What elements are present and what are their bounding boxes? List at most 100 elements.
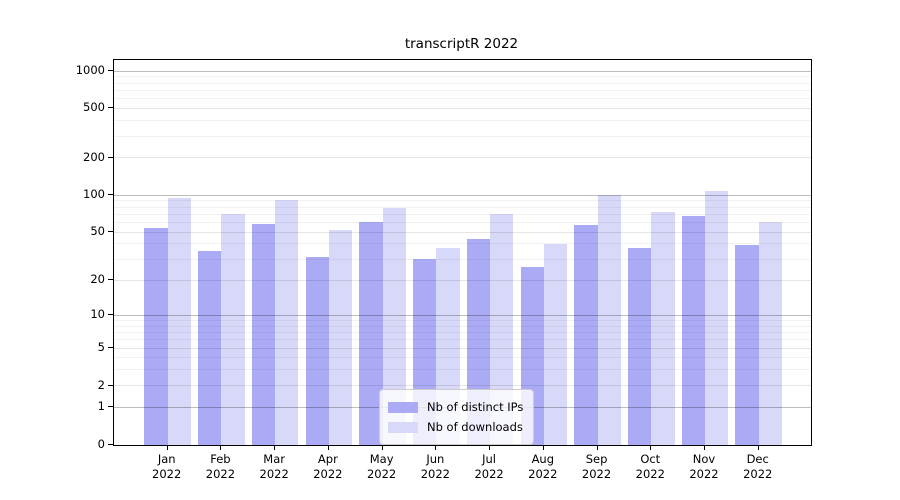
legend-label: Nb of downloads [427,420,523,434]
bar-ips-oct [627,248,652,445]
plot-area: Nb of distinct IPs Nb of downloads [113,59,812,446]
bar-ips-dec [735,245,759,445]
bar-ips-nov [681,215,705,445]
x-tick-year: 2022 [474,467,504,481]
x-tick-month: Aug [531,452,555,466]
bar-ips-sep [574,225,598,445]
legend-label: Nb of distinct IPs [427,400,524,414]
x-tick-month: Sep [585,452,608,466]
y-tick-mark [108,384,113,386]
legend-row-downloads: Nb of downloads [388,418,523,436]
bars-layer [114,60,811,445]
x-tick-label-jul: Jul 2022 [457,452,521,482]
legend-swatch-icon [388,421,418,433]
y-tick-mark [108,231,113,233]
x-tick-label-dec: Dec 2022 [726,452,790,482]
legend: Nb of distinct IPs Nb of downloads [379,389,535,445]
bar-ips-may [359,222,383,445]
x-tick-month: May [369,452,394,466]
bar-downloads-aug [543,243,568,445]
x-tick-label-mar: Mar 2022 [242,452,306,482]
x-tick-year: 2022 [313,467,343,481]
y-tick-mark [108,70,113,71]
x-tick-mark [704,445,705,450]
y-tick-label: 10 [90,307,105,322]
y-tick-label: 100 [83,187,105,202]
x-tick-month: Oct [640,452,661,466]
x-tick-mark [274,445,276,450]
y-tick-label: 50 [90,224,105,239]
x-tick-mark [757,445,759,450]
y-tick-label: 500 [83,100,105,115]
x-tick-mark [166,445,168,450]
y-tick-mark [108,314,113,316]
x-tick-year: 2022 [259,467,289,481]
y-tick-mark [108,444,113,445]
y-tick-mark [108,347,113,348]
y-tick-label: 5 [97,340,105,354]
y-tick-mark [108,406,113,408]
x-tick-mark [489,445,491,450]
y-tick-label: 2 [97,377,105,392]
x-tick-month: Apr [317,452,338,466]
x-tick-year: 2022 [689,467,719,481]
x-tick-month: Jul [482,452,497,466]
x-tick-year: 2022 [528,467,558,481]
y-tick-mark [108,107,113,109]
x-tick-mark [435,445,437,450]
y-tick-label: 1000 [75,63,105,77]
x-tick-label-sep: Sep 2022 [565,452,629,482]
bar-ips-apr [305,257,329,445]
x-tick-label-feb: Feb 2022 [188,452,252,482]
x-tick-label-oct: Oct 2022 [618,452,682,482]
x-tick-mark [327,445,329,450]
x-tick-month: Mar [263,452,285,466]
x-tick-year: 2022 [205,467,236,481]
bar-downloads-jul [490,214,514,445]
chart-title: transcriptR 2022 [404,36,519,52]
x-tick-label-nov: Nov 2022 [672,452,736,482]
y-tick-label: 20 [90,272,105,287]
y-tick-mark [108,156,113,158]
x-tick-month: Jan [157,452,176,466]
bar-downloads-may [382,208,406,445]
bar-downloads-dec [758,221,783,445]
x-tick-label-jun: Jun 2022 [403,452,467,482]
x-tick-mark [542,445,544,450]
legend-row-distinct-ips: Nb of distinct IPs [388,398,523,416]
x-tick-year: 2022 [152,467,182,481]
x-tick-label-jan: Jan 2022 [135,452,199,482]
x-tick-month: Feb [210,452,231,466]
x-tick-year: 2022 [635,467,665,481]
x-tick-year: 2022 [366,467,397,481]
bar-ips-mar [251,224,276,445]
bar-downloads-mar [275,200,299,445]
x-tick-mark [596,445,598,450]
bar-downloads-apr [328,230,353,445]
x-tick-mark [381,445,383,450]
y-tick-mark [108,279,113,281]
bar-downloads-sep [597,195,621,445]
legend-swatch-icon [388,401,418,413]
y-tick-label: 1 [97,399,105,414]
x-tick-label-apr: Apr 2022 [296,452,360,482]
x-tick-mark [650,445,652,450]
x-tick-month: Jun [426,452,445,466]
bar-ips-jan [144,228,168,445]
y-tick-label: 0 [97,437,105,451]
x-tick-year: 2022 [743,467,773,481]
x-tick-mark [220,445,222,450]
bar-downloads-jan [167,197,191,445]
x-tick-year: 2022 [581,467,612,481]
x-tick-year: 2022 [420,467,450,481]
x-tick-label-aug: Aug 2022 [511,452,575,482]
bar-downloads-nov [705,191,729,445]
bar-downloads-feb [221,214,245,445]
x-tick-month: Nov [692,452,716,466]
bar-downloads-oct [651,212,675,445]
bar-ips-feb [198,251,222,445]
x-tick-label-may: May 2022 [350,452,414,482]
y-tick-label: 200 [83,149,105,164]
x-tick-month: Dec [746,452,769,466]
